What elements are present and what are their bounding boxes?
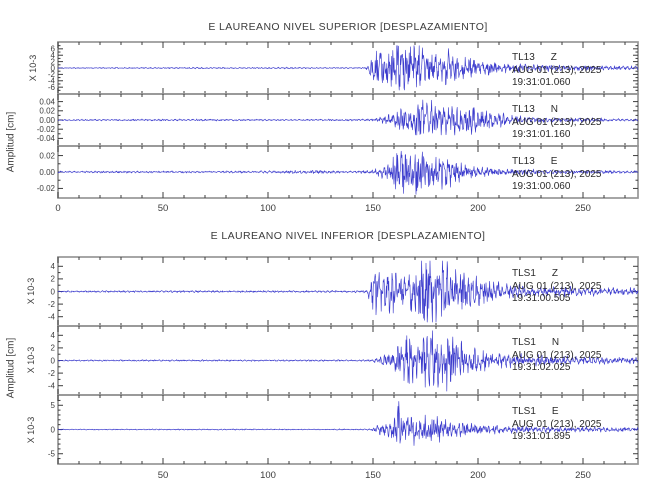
scale-label: X 10-3 [28,54,38,82]
svg-text:0: 0 [55,203,60,214]
svg-text:-2: -2 [48,70,56,79]
svg-text:50: 50 [158,203,169,214]
svg-text:6: 6 [51,45,56,54]
trace-date: AUG 01 (213), 2025 [512,64,602,76]
svg-text:2: 2 [51,344,56,353]
svg-text:0: 0 [51,287,56,296]
panel-title-superior: E LAUREANO NIVEL SUPERIOR [DESPLAZAMIENT… [208,21,488,33]
svg-text:-0.04: -0.04 [37,134,56,143]
scale-label: X 10-3 [26,416,36,444]
trace-time: 19:31:01.060 [512,77,571,88]
svg-text:-2: -2 [48,369,56,378]
y-axis-label-inferior: Amplitud [cm] [5,337,17,399]
svg-text:200: 200 [470,470,486,481]
station-code: TL13 [512,104,535,115]
svg-text:-4: -4 [48,382,56,391]
svg-text:250: 250 [575,203,591,214]
trace-date: AUG 01 (213), 2025 [512,418,602,430]
svg-text:-6: -6 [48,83,56,92]
svg-text:-5: -5 [48,450,56,459]
svg-text:4: 4 [51,331,56,340]
svg-text:0.02: 0.02 [39,107,55,116]
svg-text:150: 150 [365,470,381,481]
svg-text:0.00: 0.00 [39,168,55,177]
trace-label: TLS1 N AUG 01 (213), 2025 19:31:02.025 [512,337,602,375]
y-axis-label-superior: Amplitud [cm] [5,111,17,173]
svg-text:0.02: 0.02 [39,151,55,160]
station-code: TLS1 [512,406,536,417]
svg-text:-0.02: -0.02 [37,125,56,134]
svg-text:-4: -4 [48,313,56,322]
station-code: TL13 [512,52,535,63]
panel-title-inferior: E LAUREANO NIVEL INFERIOR [DESPLAZAMIENT… [210,230,486,242]
svg-text:-0.02: -0.02 [37,184,56,193]
trace-label: TL13 N AUG 01 (213), 2025 19:31:01.160 [512,104,602,142]
svg-text:2: 2 [51,275,56,284]
svg-text:5: 5 [51,401,56,410]
trace-date: AUG 01 (213), 2025 [512,280,602,292]
svg-text:200: 200 [470,203,486,214]
trace-time: 19:31:02.025 [512,362,571,373]
component-code: N [550,104,559,115]
svg-text:0: 0 [51,356,56,365]
svg-text:4: 4 [51,51,56,60]
component-code: Z [550,52,557,63]
trace-label: TLS1 Z AUG 01 (213), 2025 19:31:00.505 [512,268,602,306]
trace-date: AUG 01 (213), 2025 [512,168,602,180]
trace-time: 19:31:00.505 [512,293,571,304]
svg-text:150: 150 [365,203,381,214]
svg-text:0.04: 0.04 [39,97,55,106]
svg-text:100: 100 [260,470,276,481]
component-code: Z [551,268,559,279]
svg-text:-2: -2 [48,300,56,309]
trace-label: TL13 Z AUG 01 (213), 2025 19:31:01.060 [512,52,602,90]
svg-text:100: 100 [260,203,276,214]
svg-text:0: 0 [51,64,56,73]
svg-text:50: 50 [158,470,169,481]
trace-time: 19:31:00.060 [512,181,571,192]
svg-text:-4: -4 [48,77,56,86]
component-code: E [551,406,559,417]
svg-text:2: 2 [51,57,56,66]
scale-label: X 10-3 [26,277,36,305]
trace-time: 19:31:01.895 [512,431,571,442]
svg-text:0: 0 [51,425,56,434]
trace-date: AUG 01 (213), 2025 [512,349,602,361]
component-code: E [550,156,558,167]
station-code: TL13 [512,156,535,167]
component-code: N [551,337,560,348]
trace-time: 19:31:01.160 [512,129,571,140]
svg-text:4: 4 [51,262,56,271]
svg-text:0.00: 0.00 [39,116,55,125]
svg-text:250: 250 [575,470,591,481]
scale-label: X 10-3 [26,346,36,374]
station-code: TLS1 [512,337,536,348]
trace-date: AUG 01 (213), 2025 [512,116,602,128]
trace-label: TL13 E AUG 01 (213), 2025 19:31:00.060 [512,156,602,194]
station-code: TLS1 [512,268,536,279]
trace-label: TLS1 E AUG 01 (213), 2025 19:31:01.895 [512,406,602,444]
